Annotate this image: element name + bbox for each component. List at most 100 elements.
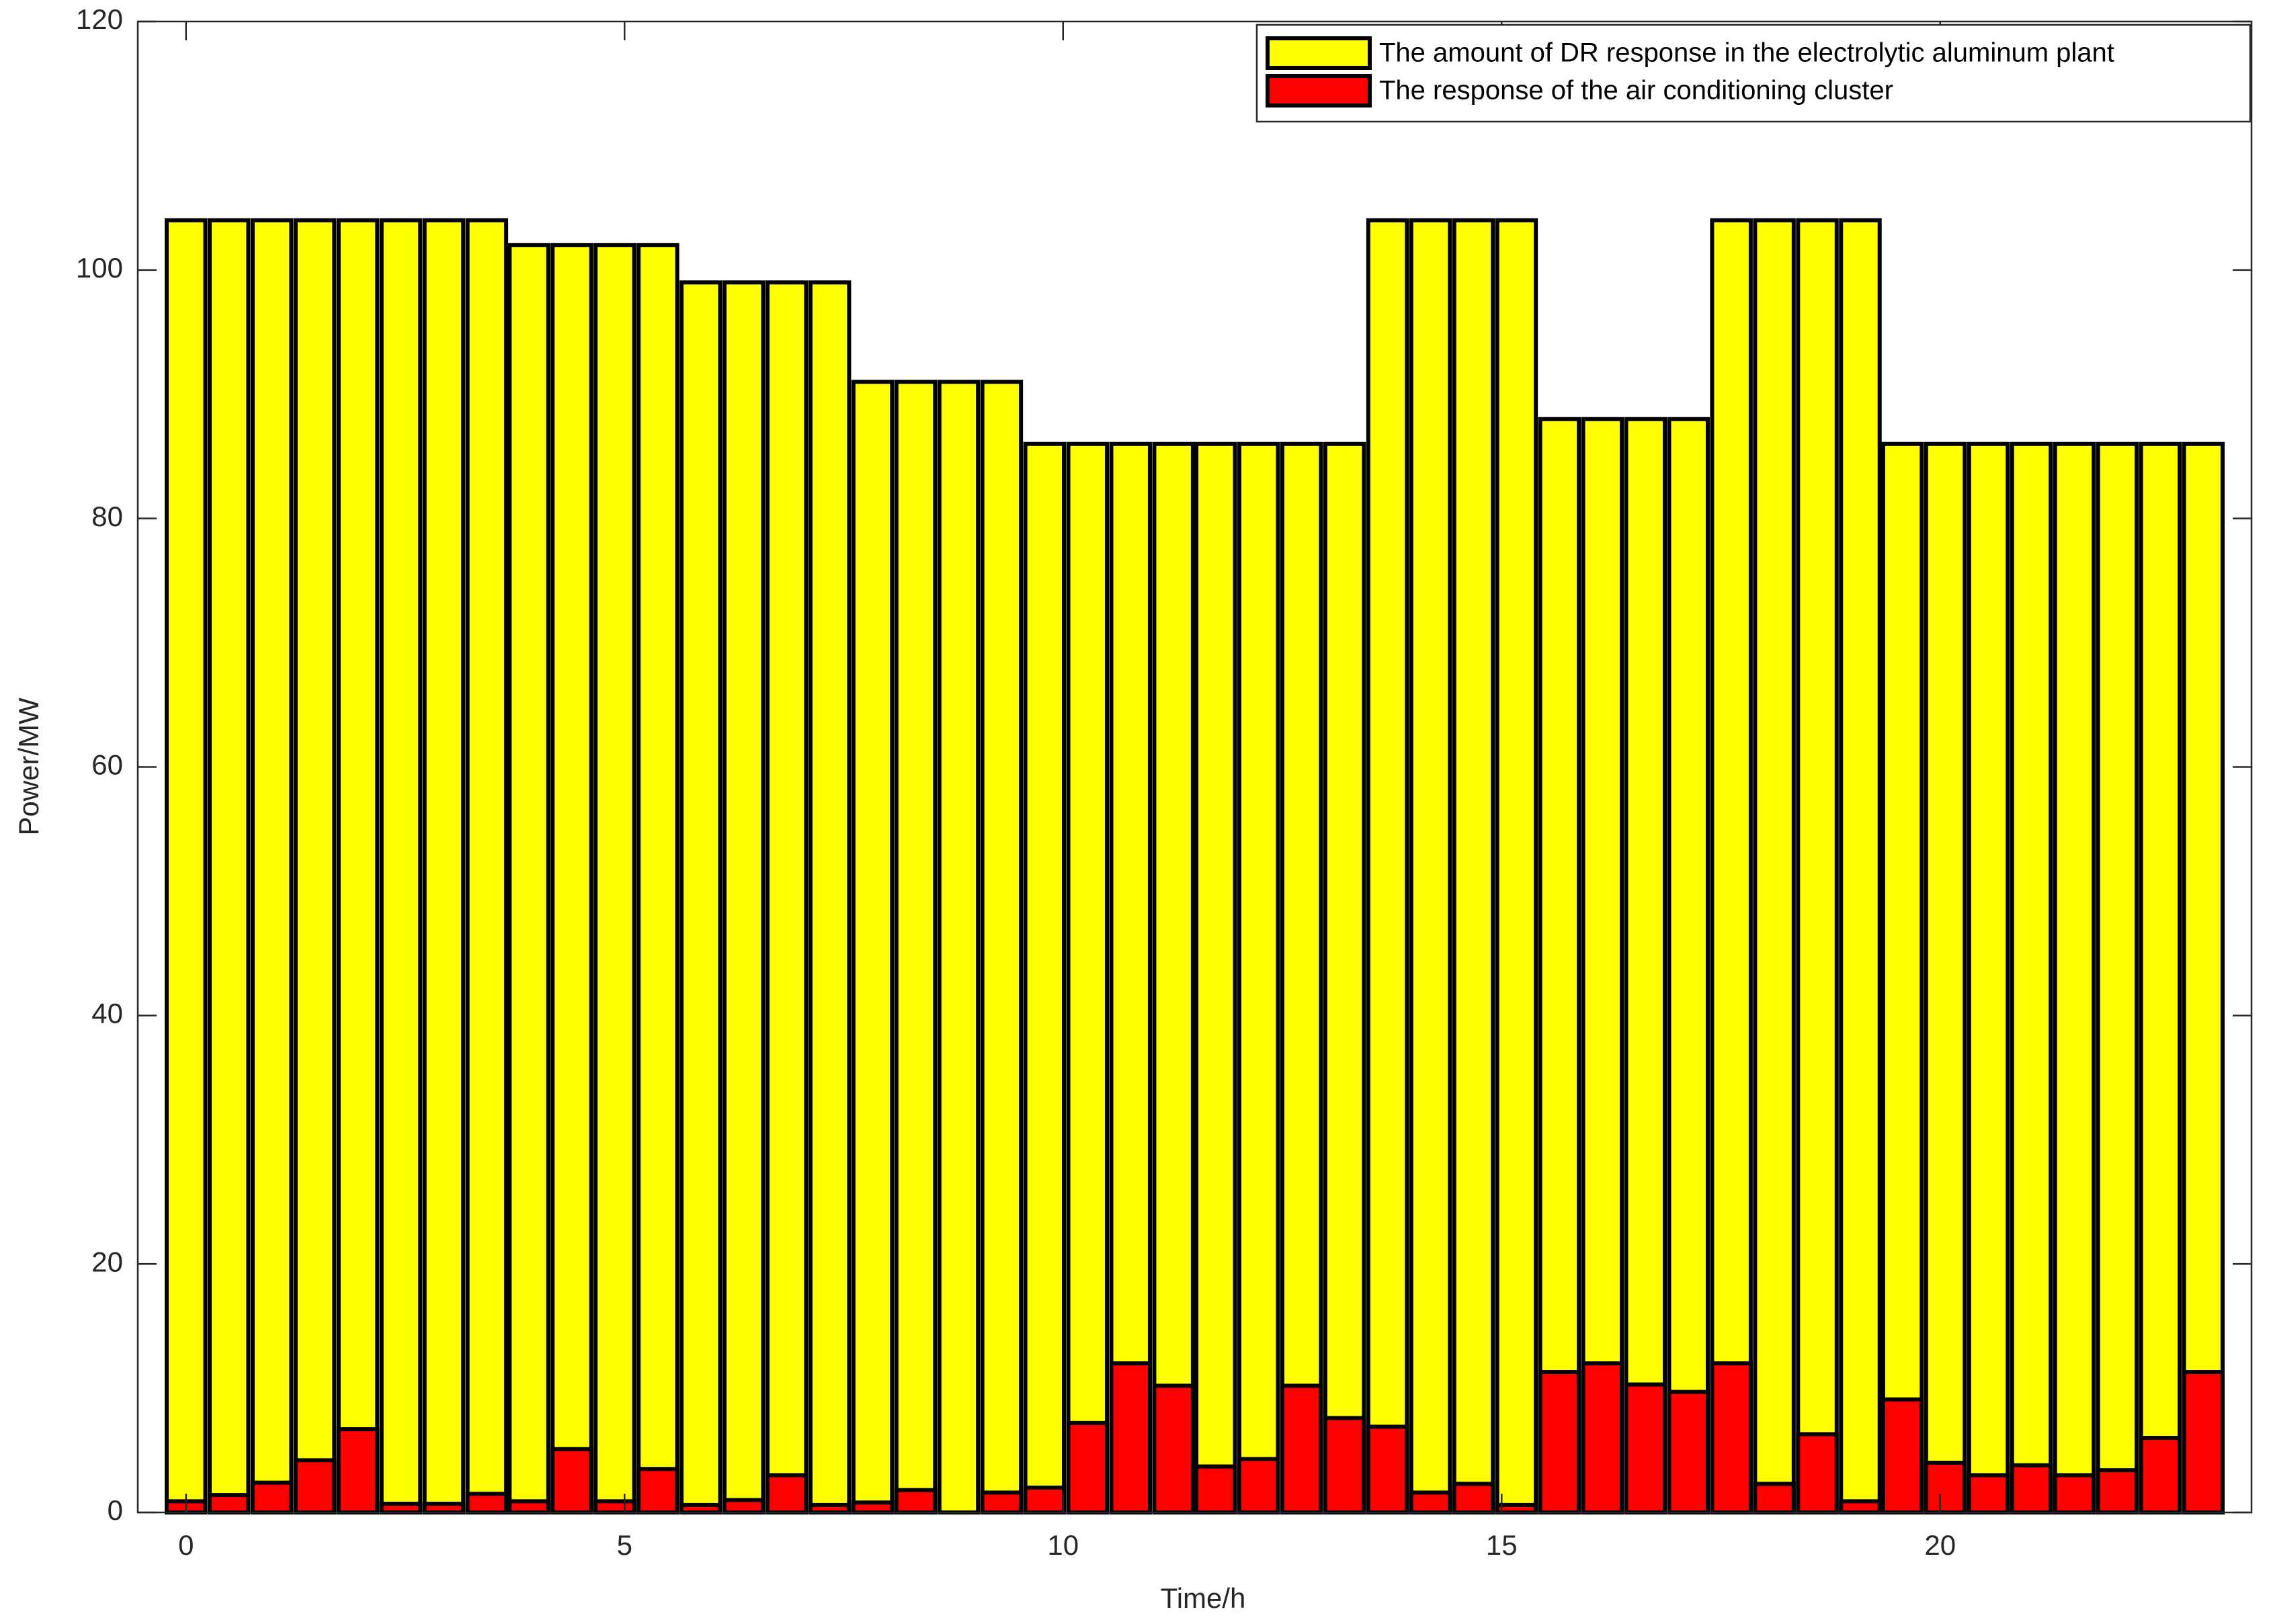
- bar: [165, 218, 208, 1514]
- bar: [980, 380, 1024, 1515]
- bar: [550, 1447, 593, 1514]
- bar: [894, 1488, 938, 1515]
- bar: [2096, 1468, 2139, 1515]
- bar: [1323, 1416, 1366, 1515]
- y-tick-label: 100: [76, 252, 123, 284]
- bar: [1152, 441, 1195, 1514]
- bar: [593, 1499, 636, 1514]
- bar: [808, 280, 852, 1515]
- bar: [2139, 441, 2182, 1514]
- bar: [1066, 441, 1110, 1514]
- bar: [2139, 1436, 2182, 1515]
- bar: [1924, 1461, 1967, 1515]
- bar: [1753, 218, 1796, 1514]
- y-axis-label: Power/MW: [13, 697, 44, 836]
- x-tick-label: 5: [617, 1529, 632, 1561]
- bar: [679, 280, 723, 1515]
- bar: [1796, 218, 1839, 1514]
- bar: [980, 1490, 1024, 1514]
- bar: [550, 243, 593, 1515]
- bar: [1023, 1486, 1067, 1514]
- bar: [1066, 1420, 1110, 1515]
- bar: [1366, 1424, 1409, 1514]
- bar: [1452, 1482, 1495, 1515]
- legend-label: The response of the air conditioning clu…: [1379, 76, 1893, 105]
- bar: [293, 218, 337, 1514]
- bar: [1796, 1432, 1839, 1514]
- y-tick-label: 0: [108, 1494, 123, 1526]
- bar: [1881, 441, 1924, 1514]
- bar: [465, 218, 509, 1514]
- bar: [1194, 1464, 1237, 1514]
- bar: [1023, 441, 1067, 1514]
- bar: [250, 218, 294, 1514]
- bar: [2010, 1463, 2053, 1515]
- bar: [379, 218, 423, 1514]
- legend-swatch: [1266, 36, 1372, 70]
- bar: [1924, 441, 1967, 1514]
- bar: [765, 280, 809, 1515]
- bar: [1710, 218, 1753, 1514]
- y-tick-label: 80: [91, 501, 123, 532]
- bar: [1581, 417, 1624, 1515]
- bar: [1452, 218, 1495, 1514]
- bar: [851, 1500, 895, 1515]
- y-tick-label: 20: [91, 1246, 123, 1277]
- x-tick-label: 15: [1486, 1529, 1518, 1561]
- bar: [1667, 1390, 1710, 1515]
- legend-label: The amount of DR response in the electro…: [1379, 38, 2114, 68]
- bar: [207, 1493, 251, 1514]
- bar: [1667, 417, 1710, 1515]
- bar: [937, 380, 981, 1515]
- bar: [1881, 1397, 1924, 1514]
- bar: [1409, 218, 1452, 1514]
- bar: [636, 1467, 679, 1514]
- x-tick-label: 0: [178, 1529, 194, 1561]
- x-tick-label: 20: [1924, 1529, 1956, 1561]
- bar: [1839, 1499, 1882, 1514]
- bar: [1237, 1457, 1280, 1515]
- bar: [336, 1427, 380, 1514]
- bar: [723, 1498, 766, 1514]
- bar: [1710, 1361, 1753, 1514]
- bar: [1280, 1383, 1323, 1515]
- y-tick-label: 120: [76, 3, 123, 35]
- bar: [2182, 1370, 2225, 1515]
- bar: [507, 1499, 550, 1514]
- bar: [1194, 441, 1237, 1514]
- bar: [636, 243, 679, 1515]
- bar: [851, 380, 895, 1515]
- bar: [2096, 441, 2139, 1514]
- bar: [1495, 218, 1538, 1514]
- bar: [1839, 218, 1882, 1514]
- y-tick-label: 60: [91, 749, 123, 781]
- bar: [207, 218, 251, 1514]
- bar: [1581, 1361, 1624, 1514]
- bar: [1624, 1382, 1667, 1515]
- bar: [2010, 441, 2053, 1514]
- bar: [2053, 1473, 2096, 1514]
- bar: [593, 243, 636, 1515]
- bar: [1323, 441, 1366, 1514]
- bar: [2182, 441, 2225, 1514]
- bar: [1109, 1361, 1152, 1514]
- bar: [336, 218, 380, 1514]
- bar: [422, 1502, 466, 1515]
- bar: [1409, 1490, 1452, 1514]
- bar: [2053, 441, 2096, 1514]
- bar: [1967, 1473, 2010, 1514]
- bar: [1495, 1502, 1538, 1515]
- legend: The amount of DR response in the electro…: [1255, 24, 2252, 123]
- bar: [379, 1502, 423, 1515]
- bar: [507, 243, 550, 1515]
- bar: [765, 1473, 809, 1514]
- bar: [1152, 1383, 1195, 1515]
- x-axis-label: Time/h: [1161, 1582, 1246, 1614]
- bar: [1624, 417, 1667, 1515]
- legend-swatch: [1266, 74, 1372, 108]
- bar: [465, 1492, 509, 1514]
- bar: [1366, 218, 1409, 1514]
- y-tick-label: 40: [91, 997, 123, 1029]
- bar: [250, 1480, 294, 1515]
